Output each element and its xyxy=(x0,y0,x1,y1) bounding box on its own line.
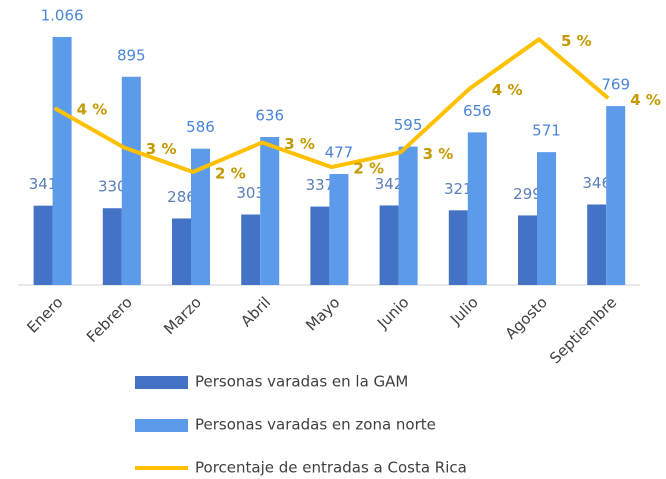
bar xyxy=(33,205,53,285)
data-label: 656 xyxy=(463,102,492,120)
data-label: 595 xyxy=(394,116,423,134)
bar xyxy=(518,215,537,285)
data-label: 299 xyxy=(513,185,542,203)
bar xyxy=(310,206,330,285)
legend-label: Personas varadas en zona norte xyxy=(195,416,436,434)
data-label: 330 xyxy=(98,178,127,196)
data-label: 4 % xyxy=(77,101,108,119)
data-label: 286 xyxy=(167,188,196,206)
data-label: 571 xyxy=(532,122,561,140)
data-label: 3 % xyxy=(423,145,454,163)
bar xyxy=(467,132,487,285)
data-label: 2 % xyxy=(353,160,384,178)
x-tick-label: Febrero xyxy=(83,293,136,346)
bar xyxy=(398,146,418,285)
data-label: 3 % xyxy=(284,135,315,153)
x-tick-label: Septiembre xyxy=(546,293,620,367)
x-tick-label: Mayo xyxy=(302,293,343,334)
data-label: 321 xyxy=(444,180,473,198)
data-label: 342 xyxy=(375,175,404,193)
data-label: 346 xyxy=(582,174,611,192)
data-label: 303 xyxy=(236,184,265,202)
data-label: 769 xyxy=(601,76,630,94)
bar xyxy=(52,36,72,285)
data-label: 5 % xyxy=(561,32,592,50)
line xyxy=(53,37,610,174)
bar xyxy=(537,152,556,285)
data-label: 2 % xyxy=(215,164,246,182)
bar xyxy=(329,174,349,285)
data-label: 4 % xyxy=(492,81,523,99)
bar xyxy=(191,148,210,285)
legend-swatch xyxy=(135,419,188,432)
x-tick-label: Julio xyxy=(446,293,482,329)
data-label: 895 xyxy=(117,46,146,64)
data-label: 337 xyxy=(306,176,335,194)
bar xyxy=(448,210,468,285)
bar xyxy=(260,137,280,285)
legend-swatch xyxy=(135,376,188,389)
data-label: 4 % xyxy=(630,91,661,109)
bar xyxy=(172,218,191,285)
x-tick-label: Enero xyxy=(23,293,66,336)
x-tick-label: Agosto xyxy=(502,293,551,342)
x-tick-label: Marzo xyxy=(160,293,205,338)
bar xyxy=(379,205,399,285)
bar xyxy=(102,208,122,285)
x-tick-label: Abril xyxy=(237,293,274,330)
data-label: 636 xyxy=(255,107,284,125)
data-label: 341 xyxy=(29,175,58,193)
data-label: 3 % xyxy=(146,140,177,158)
data-label: 477 xyxy=(325,144,354,162)
data-label: 586 xyxy=(186,118,215,136)
x-tick-label: Junio xyxy=(373,293,412,332)
bar xyxy=(121,76,141,285)
data-label: 1.066 xyxy=(41,6,84,24)
legend-label: Porcentaje de entradas a Costa Rica xyxy=(195,459,467,477)
bar xyxy=(587,204,607,285)
legend-label: Personas varadas en la GAM xyxy=(195,373,408,391)
bar xyxy=(241,214,261,285)
bar xyxy=(606,106,626,285)
